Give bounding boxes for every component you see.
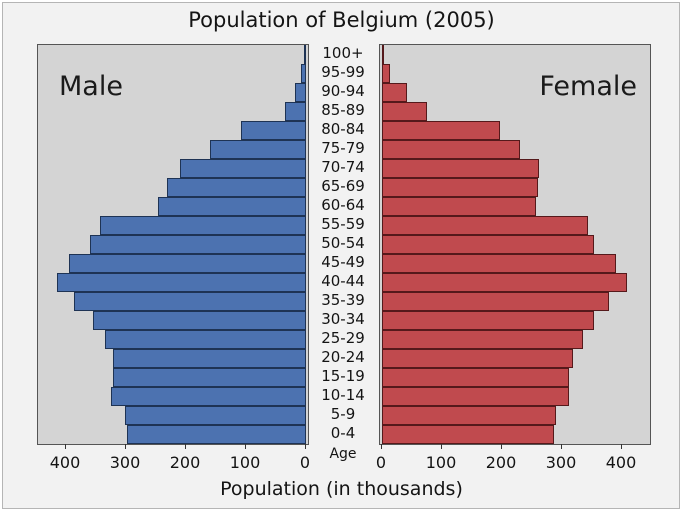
- x-tick-mark-0: [305, 444, 306, 449]
- age-axis-labels: 100+ 95-99 90-94 85-89 80-84 75-79 70-74 65-69 6…: [307, 44, 379, 443]
- female-bar-55-59: [382, 216, 589, 235]
- male-bar-65-69: [166, 178, 306, 197]
- x-tick-mark-400: [65, 444, 66, 449]
- female-bar-35-39: [382, 292, 609, 311]
- male-bar-55-59: [100, 216, 306, 235]
- male-bar-30-34: [93, 311, 306, 330]
- age-tick-label-95-99: 95-99: [321, 63, 365, 81]
- female-bar-0-4: [382, 425, 554, 444]
- age-tick-label-55-59: 55-59: [321, 215, 365, 233]
- male-bar-35-39: [73, 292, 306, 311]
- male-bar-50-54: [90, 235, 306, 254]
- age-tick-label-60-64: 60-64: [321, 196, 365, 214]
- female-bar-50-54: [382, 235, 595, 254]
- male-bar-40-44: [57, 273, 306, 292]
- female-bar-20-24: [382, 349, 574, 368]
- x-tick-label-0: 0: [375, 453, 387, 472]
- male-bar-80-84: [241, 121, 306, 140]
- x-tick-label-400: 400: [605, 453, 637, 472]
- x-tick-label-100: 100: [425, 453, 457, 472]
- male-bar-20-24: [112, 349, 306, 368]
- female-panel-label: Female: [539, 71, 637, 102]
- female-bar-45-49: [382, 254, 616, 273]
- female-bar-60-64: [382, 197, 536, 216]
- x-tick-label-200: 200: [169, 453, 201, 472]
- age-tick-label-0-4: 0-4: [330, 424, 356, 442]
- x-axis-label: Population (in thousands): [220, 478, 463, 500]
- age-tick-label-40-44: 40-44: [321, 272, 365, 290]
- x-tick-mark-300: [561, 444, 562, 449]
- male-bar-90-94: [295, 83, 306, 102]
- x-tick-label-400: 400: [49, 453, 81, 472]
- male-panel-label: Male: [59, 71, 123, 102]
- age-tick-label-45-49: 45-49: [321, 253, 365, 271]
- age-tick-label-75-79: 75-79: [321, 139, 365, 157]
- x-tick-mark-300: [125, 444, 126, 449]
- age-tick-label-85-89: 85-89: [321, 101, 365, 119]
- male-bar-60-64: [157, 197, 306, 216]
- female-bar-85-89: [382, 102, 427, 121]
- male-bar-100+: [304, 45, 306, 64]
- female-bar-40-44: [382, 273, 627, 292]
- male-bar-70-74: [180, 159, 306, 178]
- female-bar-10-14: [382, 387, 570, 406]
- female-bar-100+: [382, 45, 384, 64]
- age-tick-label-65-69: 65-69: [321, 177, 365, 195]
- age-tick-label-5-9: 5-9: [330, 405, 356, 423]
- female-bar-95-99: [382, 64, 390, 83]
- x-tick-mark-100: [245, 444, 246, 449]
- male-bar-85-89: [285, 102, 306, 121]
- age-tick-label-20-24: 20-24: [321, 348, 365, 366]
- x-tick-mark-0: [381, 444, 382, 449]
- age-tick-label-10-14: 10-14: [321, 386, 365, 404]
- age-tick-label-30-34: 30-34: [321, 310, 365, 328]
- female-bar-75-79: [382, 140, 520, 159]
- female-bar-80-84: [382, 121, 500, 140]
- male-bar-95-99: [300, 64, 306, 83]
- x-tick-label-300: 300: [109, 453, 141, 472]
- female-bar-90-94: [382, 83, 408, 102]
- x-tick-label-200: 200: [485, 453, 517, 472]
- male-bar-25-29: [105, 330, 306, 349]
- female-bar-30-34: [382, 311, 595, 330]
- age-tick-label-70-74: 70-74: [321, 158, 365, 176]
- female-bar-70-74: [382, 159, 540, 178]
- x-tick-mark-200: [501, 444, 502, 449]
- age-tick-label-35-39: 35-39: [321, 291, 365, 309]
- age-tick-label-50-54: 50-54: [321, 234, 365, 252]
- chart-title: Population of Belgium (2005): [188, 8, 495, 32]
- male-bar-45-49: [69, 254, 306, 273]
- age-tick-label-90-94: 90-94: [321, 82, 365, 100]
- male-bar-15-19: [112, 368, 306, 387]
- age-tick-label-15-19: 15-19: [321, 367, 365, 385]
- female-bar-15-19: [382, 368, 569, 387]
- age-tick-label-100+: 100+: [322, 44, 364, 62]
- male-bar-0-4: [127, 425, 306, 444]
- male-bar-75-79: [210, 140, 306, 159]
- male-bar-10-14: [111, 387, 306, 406]
- female-bar-5-9: [382, 406, 556, 425]
- female-bar-65-69: [382, 178, 538, 197]
- male-plot-area: Male: [37, 44, 309, 445]
- female-bar-25-29: [382, 330, 583, 349]
- x-tick-label-100: 100: [229, 453, 261, 472]
- age-tick-label-80-84: 80-84: [321, 120, 365, 138]
- age-axis-title: Age: [329, 446, 357, 462]
- male-bar-5-9: [125, 406, 306, 425]
- female-plot-area: Female: [379, 44, 651, 445]
- x-tick-mark-100: [441, 444, 442, 449]
- age-tick-label-25-29: 25-29: [321, 329, 365, 347]
- x-tick-label-300: 300: [545, 453, 577, 472]
- x-tick-mark-400: [621, 444, 622, 449]
- x-tick-label-0: 0: [299, 453, 311, 472]
- x-tick-mark-200: [185, 444, 186, 449]
